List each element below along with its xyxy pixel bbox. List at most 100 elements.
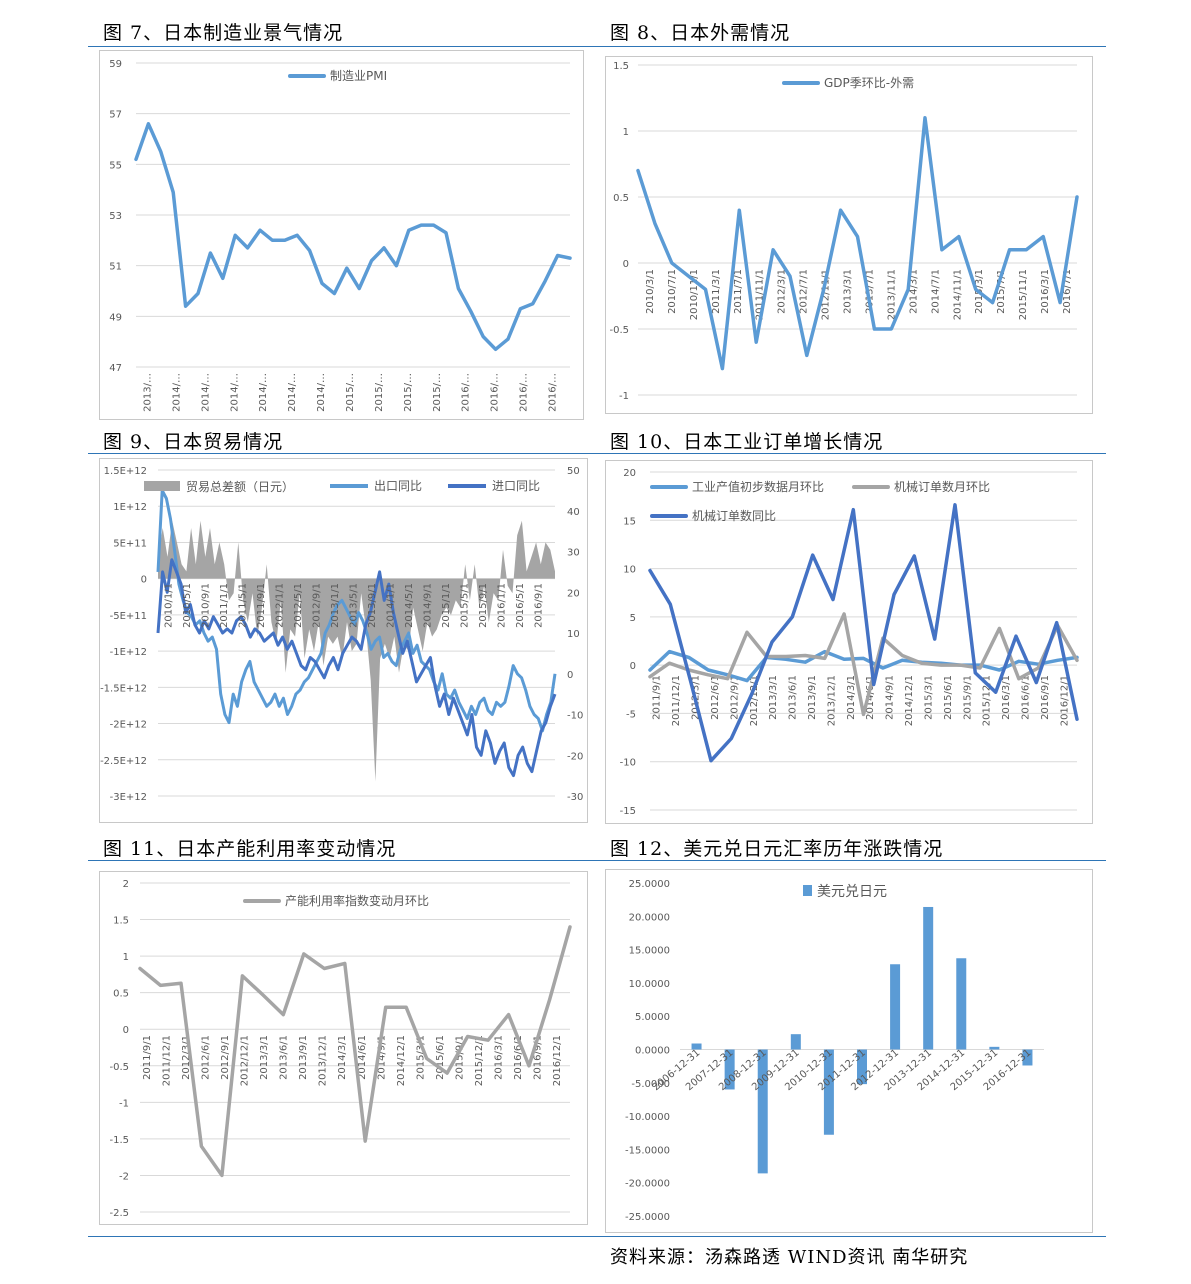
chart-fig7: 47 49 51 53 55 57 59 2013/… 2014/… 2014/… 2014/… 20… xyxy=(99,50,584,420)
y-tick-label: 5.0000 xyxy=(635,1012,670,1023)
bar xyxy=(923,906,934,1050)
x-tick-label: 2012/12/1 xyxy=(749,675,760,726)
y-tick-label: 55 xyxy=(109,160,122,171)
trade-balance-area xyxy=(158,520,555,782)
divider xyxy=(88,46,1106,47)
y-left-tick-label: -3E+12 xyxy=(110,792,147,803)
y-tick-label: 15.0000 xyxy=(629,946,670,957)
y-tick-label: 20 xyxy=(623,468,636,479)
series-line xyxy=(156,558,557,778)
x-tick-label: 2014/12/1 xyxy=(904,675,915,726)
x-tick-label: 2015/3/1 xyxy=(415,1035,426,1080)
y-left-tick-label: -5E+11 xyxy=(110,611,147,622)
divider xyxy=(88,860,1106,861)
y-tick-label: 1.5 xyxy=(613,61,629,72)
x-tick-label: 2014/1/1 xyxy=(386,583,397,628)
bar xyxy=(823,1049,834,1135)
y-right-tick-label: -10 xyxy=(567,711,583,722)
x-tick-label: 2011/9/1 xyxy=(652,675,663,720)
x-tick-label: 2013/1/1 xyxy=(330,583,341,628)
y-left-tick-label: -1.5E+12 xyxy=(100,683,147,694)
x-tick-label: 2016/… xyxy=(519,373,530,412)
y-left-tick-label: 0 xyxy=(141,575,147,586)
x-tick-label: 2014/9/1 xyxy=(423,583,434,628)
x-tick-label: 2015/9/1 xyxy=(478,583,489,628)
y-tick-label: 0 xyxy=(623,259,629,270)
x-tick-label: 2015/… xyxy=(374,373,385,412)
y-tick-label: -10.0000 xyxy=(625,1112,670,1123)
bar xyxy=(890,964,901,1050)
x-tick-label: 2013/… xyxy=(142,373,153,412)
x-tick-label: 2011/7/1 xyxy=(733,269,744,314)
x-tick-label: 2012/12/1 xyxy=(240,1035,251,1086)
y-tick-label: 47 xyxy=(109,363,122,374)
y-right-tick-label: 10 xyxy=(567,629,580,640)
y-tick-label: 25.0000 xyxy=(629,879,670,890)
y-left-tick-label: 1E+12 xyxy=(113,502,147,513)
x-tick-label: 2014/5/1 xyxy=(404,583,415,628)
x-tick-label: 2016/3/1 xyxy=(1001,675,1012,720)
x-tick-label: 2014/… xyxy=(258,373,269,412)
x-tick-label: 2012/6/1 xyxy=(710,675,721,720)
series-line xyxy=(156,488,557,733)
fig11-title: 图 11、日本产能利用率变动情况 xyxy=(103,838,397,860)
x-tick-label: 2014/3/1 xyxy=(337,1035,348,1080)
legend-label: 机械订单数月环比 xyxy=(894,479,990,494)
y-tick-label: 5 xyxy=(630,613,636,624)
bar xyxy=(757,1049,768,1174)
x-tick-label: 2016/9/1 xyxy=(534,583,545,628)
x-tick-label: 2010/3/1 xyxy=(645,269,656,314)
x-tick-label: 2014/… xyxy=(171,373,182,412)
x-tick-label: 2012/9/1 xyxy=(729,675,740,720)
y-right-tick-label: 0 xyxy=(567,670,573,681)
legend-label: 制造业PMI xyxy=(330,69,387,83)
x-tick-label: 2012/3/1 xyxy=(181,1035,192,1080)
y-tick-label: 1 xyxy=(123,952,129,963)
y-right-tick-label: -20 xyxy=(567,751,583,762)
x-tick-label: 2015/6/1 xyxy=(943,675,954,720)
y-left-tick-label: -2E+12 xyxy=(110,720,147,731)
fig12-title: 图 12、美元兑日元汇率历年涨跌情况 xyxy=(610,838,944,860)
x-tick-label: 2010/5/1 xyxy=(182,583,193,628)
legend-label: 进口同比 xyxy=(492,479,540,493)
y-tick-label: 0.5 xyxy=(613,193,629,204)
y-tick-label: 20.0000 xyxy=(629,912,670,923)
x-tick-label: 2014/… xyxy=(229,373,240,412)
x-tick-label: 2015/9/1 xyxy=(962,675,973,720)
x-tick-label: 2010/11/1 xyxy=(689,269,700,320)
x-tick-label: 2016/5/1 xyxy=(515,583,526,628)
x-tick-label: 2015/11/1 xyxy=(1018,269,1029,320)
y-tick-label: -1.5 xyxy=(109,1135,129,1146)
x-tick-label: 2014/… xyxy=(316,373,327,412)
x-tick-label: 2011/3/1 xyxy=(711,269,722,314)
y-tick-label: -5 xyxy=(626,709,636,720)
series-line xyxy=(636,116,1079,371)
y-right-tick-label: -30 xyxy=(567,792,583,803)
x-tick-label: 2014/3/1 xyxy=(908,269,919,314)
y-tick-label: -10 xyxy=(620,758,636,769)
legend-label: GDP季环比-外需 xyxy=(824,76,914,90)
x-tick-label: 2015/1/1 xyxy=(441,583,452,628)
y-tick-label: -0.5 xyxy=(109,1062,129,1073)
x-tick-label: 2012/6/1 xyxy=(200,1035,211,1080)
x-tick-label: 2013/3/1 xyxy=(843,269,854,314)
x-tick-label: 2011/9/1 xyxy=(142,1035,153,1080)
fig10-title: 图 10、日本工业订单增长情况 xyxy=(610,431,884,453)
y-tick-label: 53 xyxy=(109,211,122,222)
y-tick-label: -15.0000 xyxy=(625,1145,670,1156)
y-tick-label: 59 xyxy=(109,59,122,70)
y-left-tick-label: -1E+12 xyxy=(110,647,147,658)
x-tick-label: 2012/9/1 xyxy=(220,1035,231,1080)
x-tick-label: 2011/1/1 xyxy=(219,583,230,628)
x-tick-label: 2012/3/1 xyxy=(777,269,788,314)
x-tick-label: 2014/… xyxy=(287,373,298,412)
x-tick-label: 2011/12/1 xyxy=(671,675,682,726)
y-tick-label: 10 xyxy=(623,565,636,576)
y-tick-label: -0.5 xyxy=(609,325,629,336)
y-tick-label: -5.0000 xyxy=(631,1079,670,1090)
y-tick-label: 2 xyxy=(123,879,129,890)
series-line xyxy=(134,122,572,352)
x-tick-label: 2012/1/1 xyxy=(274,583,285,628)
x-tick-label: 2011/11/1 xyxy=(755,269,766,320)
x-tick-label: 2012/11/1 xyxy=(821,269,832,320)
